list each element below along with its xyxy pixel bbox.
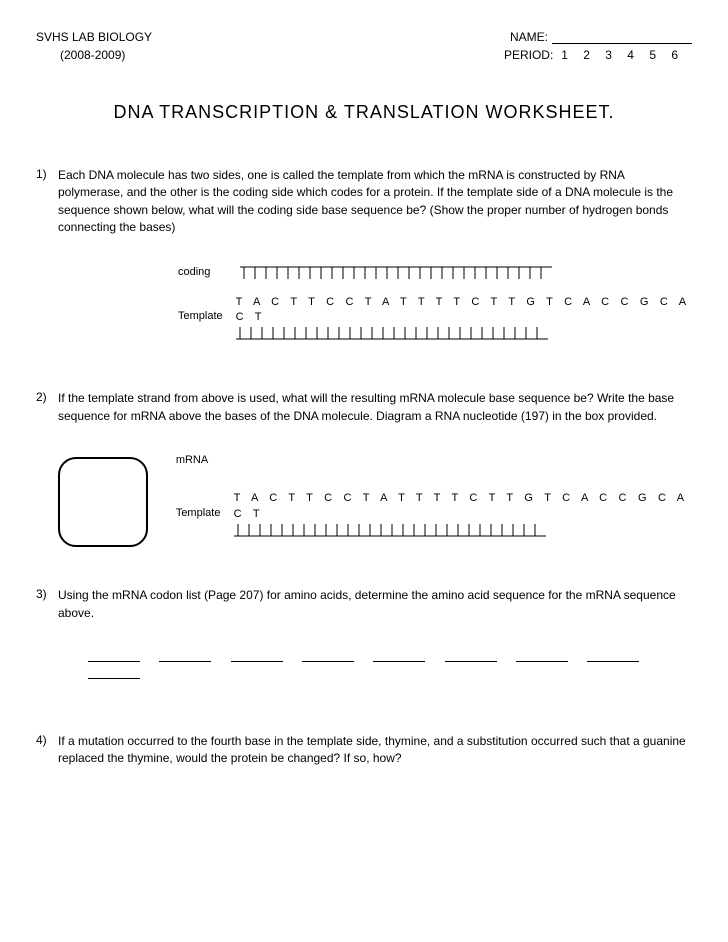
q1-coding-label: coding: [178, 265, 240, 281]
year-label: (2008-2009): [36, 48, 125, 62]
name-label: NAME:: [510, 30, 548, 44]
amino-blank: [516, 650, 568, 662]
question-2: 2) If the template strand from above is …: [36, 390, 692, 547]
amino-blank: [88, 650, 140, 662]
amino-blank: [302, 650, 354, 662]
q2-rna-box: [58, 457, 148, 547]
q1-template-sequence: T A C T T C C T A T T T T C T T G T C A …: [236, 295, 692, 327]
q1-number: 1): [36, 167, 58, 350]
period-label: PERIOD:: [504, 48, 553, 62]
q2-number: 2): [36, 390, 58, 547]
q4-text: If a mutation occurred to the fourth bas…: [58, 733, 692, 768]
q2-text: If the template strand from above is use…: [58, 390, 692, 425]
name-blank-line: [552, 43, 692, 44]
amino-blank: [587, 650, 639, 662]
q3-number: 3): [36, 587, 58, 693]
amino-blank: [159, 650, 211, 662]
amino-blank: [445, 650, 497, 662]
q2-mrna-label: mRNA: [176, 453, 238, 469]
period-numbers: 1 2 3 4 5 6: [561, 48, 684, 62]
q1-diagram: coding Template T A C T T C C T A T T T …: [178, 265, 692, 341]
q1-template-ticks: [236, 326, 692, 340]
q1-coding-ticks: [240, 266, 552, 280]
page-title: DNA TRANSCRIPTION & TRANSLATION WORKSHEE…: [36, 102, 692, 123]
q2-template-sequence: T A C T T C C T A T T T T C T T G T C A …: [234, 491, 692, 523]
q1-template-label: Template: [178, 309, 236, 325]
amino-blank: [88, 667, 140, 679]
question-3: 3) Using the mRNA codon list (Page 207) …: [36, 587, 692, 693]
course-label: SVHS LAB BIOLOGY: [36, 30, 152, 44]
q3-text: Using the mRNA codon list (Page 207) for…: [58, 587, 692, 622]
question-1: 1) Each DNA molecule has two sides, one …: [36, 167, 692, 350]
amino-blank: [231, 650, 283, 662]
q4-number: 4): [36, 733, 58, 768]
name-field: NAME:: [510, 30, 692, 44]
amino-blank: [373, 650, 425, 662]
q3-blanks: [88, 650, 692, 685]
period-field: PERIOD: 1 2 3 4 5 6: [504, 48, 692, 62]
q2-template-ticks: [234, 523, 692, 537]
q2-template-label: Template: [176, 506, 234, 522]
q1-text: Each DNA molecule has two sides, one is …: [58, 167, 692, 237]
q2-diagram: mRNA Template T A C T T C C T A T T T T …: [176, 453, 692, 547]
question-4: 4) If a mutation occurred to the fourth …: [36, 733, 692, 768]
